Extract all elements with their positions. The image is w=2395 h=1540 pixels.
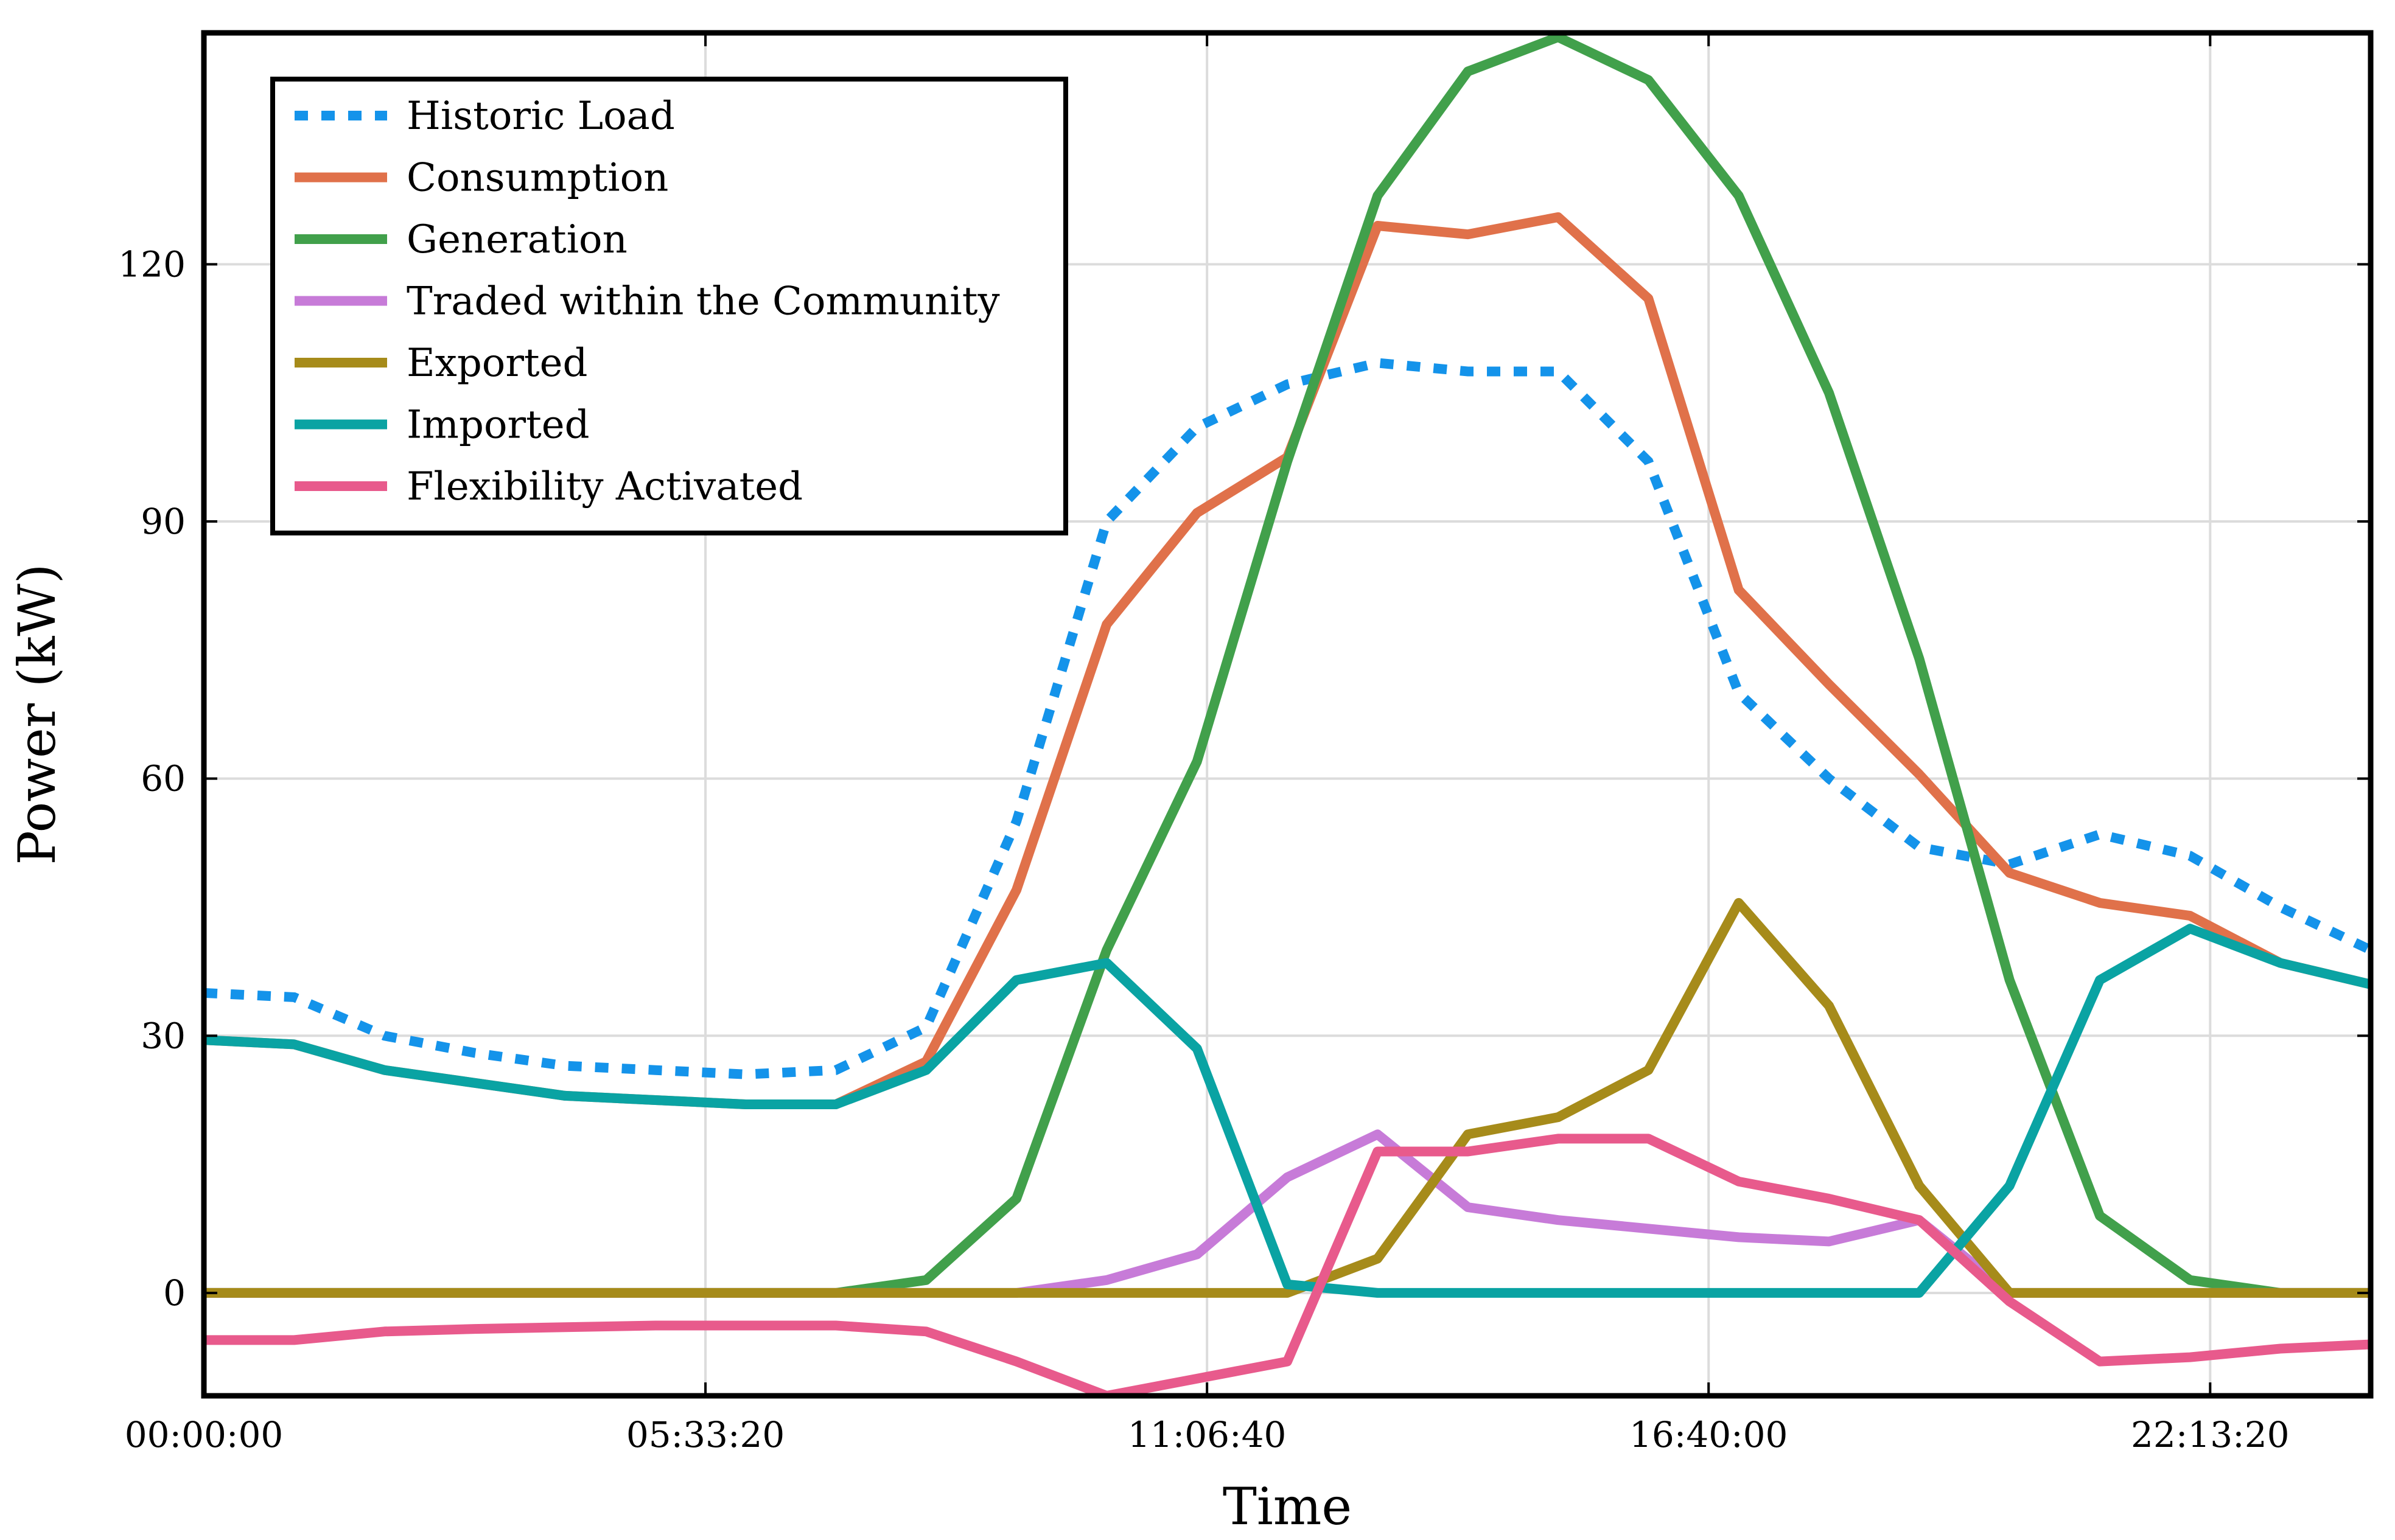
legend-label: Flexibility Activated bbox=[407, 464, 803, 509]
x-tick-label: 16:40:00 bbox=[1629, 1414, 1788, 1455]
y-tick-label: 0 bbox=[163, 1272, 186, 1314]
legend-label: Imported bbox=[407, 403, 590, 448]
series-line-historic-load bbox=[204, 358, 2371, 1079]
legend-box bbox=[270, 77, 1068, 535]
series-line-exported bbox=[204, 897, 2371, 1298]
legend: Historic Load Consumption Generation Traded… bbox=[270, 77, 1068, 535]
y-tick-label: 120 bbox=[118, 243, 186, 285]
y-tick-label: 30 bbox=[141, 1015, 186, 1056]
x-tick-label: 05:33:20 bbox=[626, 1414, 785, 1455]
legend-items: Historic Load Consumption Generation Traded… bbox=[295, 94, 1000, 509]
x-tick-label: 11:06:40 bbox=[1128, 1414, 1287, 1455]
series-line-imported bbox=[204, 924, 2371, 1298]
x-tick-label: 22:13:20 bbox=[2131, 1414, 2290, 1455]
y-tick-label: 90 bbox=[141, 501, 186, 542]
legend-label: Traded within the Community bbox=[407, 279, 1000, 324]
legend-label: Historic Load bbox=[407, 94, 675, 139]
plot-frame bbox=[201, 30, 2374, 1399]
legend-label: Exported bbox=[407, 341, 587, 386]
series-lines bbox=[204, 33, 2371, 1396]
legend-label: Generation bbox=[407, 217, 628, 262]
x-axis-label: Time bbox=[1223, 1477, 1352, 1536]
series-line-flexibility-activated bbox=[204, 1134, 2371, 1396]
x-tick-label: 00:00:00 bbox=[125, 1414, 284, 1455]
y-tick-label: 60 bbox=[141, 758, 186, 800]
tick-labels: 00:00:00 05:33:20 11:06:40 16:40:00 22:13:20… bbox=[118, 33, 2371, 1455]
y-axis-label: Power (kW) bbox=[7, 564, 67, 865]
legend-label: Consumption bbox=[407, 156, 668, 201]
